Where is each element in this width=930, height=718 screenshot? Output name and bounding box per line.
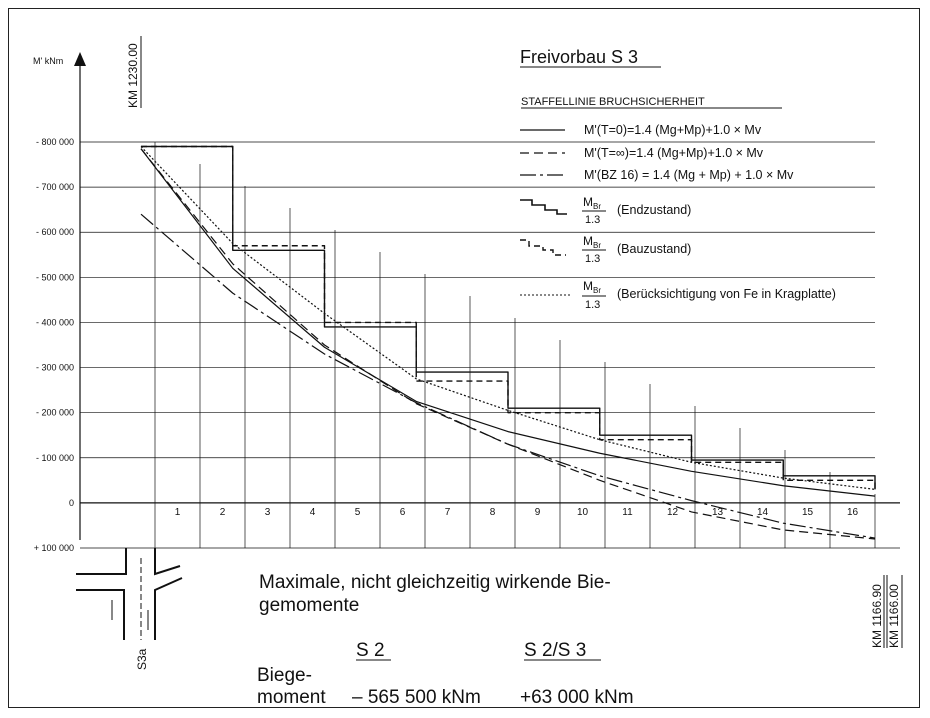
caption-col1-header: S 2 bbox=[356, 640, 385, 661]
legend-swatch-4 bbox=[520, 239, 566, 256]
series-line-2 bbox=[140, 213, 876, 539]
y-axis-arrow-icon bbox=[74, 52, 86, 66]
y-tick-label: 0 bbox=[69, 498, 74, 508]
legend-label-1: M'(T=∞)=1.4 (Mg+Mp)+1.0 × Mv bbox=[584, 146, 764, 160]
legend-frac-den-3: 1.3 bbox=[585, 214, 600, 226]
x-tick-label: 10 bbox=[577, 507, 589, 518]
y-tick-label: - 500 000 bbox=[36, 272, 74, 282]
caption-col1-value: – 565 500 kNm bbox=[352, 687, 481, 708]
x-tick-label: 15 bbox=[802, 507, 814, 518]
y-tick-label: - 400 000 bbox=[36, 317, 74, 327]
y-tick-label: + 100 000 bbox=[34, 543, 74, 553]
y-tick-label: - 700 000 bbox=[36, 182, 74, 192]
legend-label-3: (Endzustand) bbox=[617, 203, 691, 217]
caption-col2-header: S 2/S 3 bbox=[524, 640, 586, 661]
series-line-4 bbox=[141, 145, 876, 490]
legend-frac-sub-4: Br bbox=[593, 241, 601, 250]
x-tick-label: 13 bbox=[712, 507, 724, 518]
km-right-label-2: KM 1166.00 bbox=[887, 584, 901, 648]
figure-frame bbox=[8, 8, 920, 708]
x-tick-label: 4 bbox=[310, 507, 316, 518]
x-tick-label: 2 bbox=[220, 507, 226, 518]
legend-frac-den-4: 1.3 bbox=[585, 253, 600, 265]
series-line-0 bbox=[140, 148, 876, 497]
x-tick-label: 1 bbox=[175, 507, 181, 518]
km-top-label: KM 1230.00 bbox=[126, 43, 140, 108]
legend-label-2: M'(BZ 16) = 1.4 (Mg + Mp) + 1.0 × Mv bbox=[584, 168, 794, 182]
x-ticks: 1 2 3 4 5 6 7 8 9 10 11 12 13 14 15 16 bbox=[175, 507, 859, 518]
caption-row-label-1: Biege- bbox=[257, 665, 312, 686]
section-sketch bbox=[76, 548, 183, 640]
legend-swatch-3 bbox=[520, 199, 567, 215]
y-ticks: - 800 000 - 700 000 - 600 000 - 500 000 - 40… bbox=[34, 137, 74, 553]
y-tick-label: - 800 000 bbox=[36, 137, 74, 147]
x-tick-label: 12 bbox=[667, 507, 679, 518]
caption-col2-value: +63 000 kNm bbox=[520, 687, 634, 708]
legend-frac-sub-3: Br bbox=[593, 202, 601, 211]
legend-label-4: (Bauzustand) bbox=[617, 242, 691, 256]
x-tick-label: 7 bbox=[445, 507, 451, 518]
series-line-5 bbox=[140, 146, 876, 490]
x-tick-label: 6 bbox=[400, 507, 406, 518]
legend: Freivorbau S 3 STAFFELLINIE BRUCHSICHERH… bbox=[520, 47, 836, 311]
section-label: S3a bbox=[135, 648, 149, 670]
caption: Maximale, nicht gleichzeitig wirkende Bi… bbox=[257, 572, 634, 708]
x-tick-label: 16 bbox=[847, 507, 859, 518]
series-group bbox=[140, 145, 876, 540]
y-tick-label: - 300 000 bbox=[36, 363, 74, 373]
series-line-3 bbox=[141, 145, 876, 490]
caption-row-label-2: moment bbox=[257, 687, 326, 708]
y-tick-label: - 200 000 bbox=[36, 408, 74, 418]
chart-subtitle: STAFFELLINIE BRUCHSICHERHEIT bbox=[521, 96, 705, 108]
km-right-label-1: KM 1166.90 bbox=[870, 584, 884, 648]
x-tick-label: 8 bbox=[490, 507, 496, 518]
x-tick-label: 5 bbox=[355, 507, 361, 518]
legend-frac-num-4: M bbox=[583, 234, 593, 248]
x-tick-label: 3 bbox=[265, 507, 271, 518]
y-tick-label: - 600 000 bbox=[36, 227, 74, 237]
chart-title: Freivorbau S 3 bbox=[520, 47, 638, 67]
caption-line-2: gemomente bbox=[259, 595, 359, 616]
legend-label-5: (Berücksichtigung von Fe in Kragplatte) bbox=[617, 287, 836, 301]
x-tick-label: 14 bbox=[757, 507, 769, 518]
legend-frac-den-5: 1.3 bbox=[585, 299, 600, 311]
x-tick-label: 11 bbox=[622, 507, 633, 518]
series-line-1 bbox=[140, 148, 876, 540]
legend-frac-num-5: M bbox=[583, 279, 593, 293]
legend-label-0: M'(T=0)=1.4 (Mg+Mp)+1.0 × Mv bbox=[584, 123, 762, 137]
y-tick-label: - 100 000 bbox=[36, 453, 74, 463]
legend-frac-sub-5: Br bbox=[593, 286, 601, 295]
caption-line-1: Maximale, nicht gleichzeitig wirkende Bi… bbox=[259, 572, 611, 593]
legend-frac-num-3: M bbox=[583, 195, 593, 209]
x-tick-label: 9 bbox=[535, 507, 541, 518]
y-axis-label: M' kNm bbox=[33, 56, 63, 66]
grid bbox=[80, 141, 900, 549]
